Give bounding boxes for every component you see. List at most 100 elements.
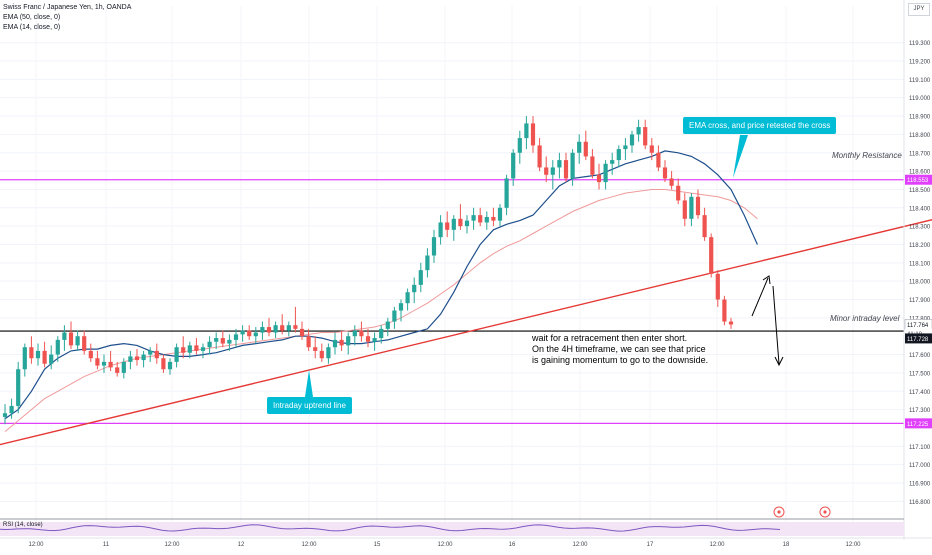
candle: [491, 207, 496, 227]
y-tick-label: 119.200: [909, 60, 931, 66]
candle: [471, 207, 476, 230]
candle: [16, 361, 21, 414]
time-axis[interactable]: 12:00 11 12:00 12 12:00 15 12:00 16 12:00 17 12:00…: [0, 537, 932, 548]
candle: [596, 163, 602, 190]
note-line-2: On the 4H timeframe, we can see that pri…: [532, 344, 706, 354]
candle-body: [544, 167, 549, 175]
support-price-tag: 117.225: [905, 418, 932, 429]
candle: [656, 145, 661, 172]
candle: [227, 334, 232, 351]
candle-body: [55, 339, 60, 355]
y-tick-label: 117.500: [909, 371, 931, 377]
candle-body: [464, 220, 470, 227]
candle: [55, 336, 60, 362]
x-tick-label: 12:00: [437, 542, 453, 548]
candle: [95, 350, 100, 370]
legend-ema14: EMA (14, close, 0): [3, 24, 61, 31]
candle: [174, 343, 179, 368]
candle: [425, 248, 430, 278]
x-tick-label: 12: [238, 542, 245, 548]
candle-body: [134, 356, 140, 361]
candle: [709, 233, 714, 278]
candle-body: [524, 123, 529, 139]
candle-body: [75, 336, 80, 346]
y-tick-label: 118.700: [909, 151, 931, 157]
candle-body: [101, 361, 107, 366]
uptrend-line: [0, 219, 932, 446]
price-tag-bg: [905, 333, 932, 344]
x-tick-label: 11: [103, 542, 110, 548]
candle: [715, 270, 720, 307]
candle: [689, 193, 694, 227]
up-arrow-head: [762, 275, 771, 285]
price-tag-bg: [905, 174, 932, 185]
candle: [286, 321, 291, 337]
candle: [392, 306, 397, 329]
last-price-tag: 117.764: [904, 319, 932, 330]
currency-label[interactable]: JPY: [908, 3, 930, 16]
candle-body: [662, 167, 668, 179]
candle: [207, 336, 212, 355]
candle: [557, 152, 562, 179]
candle-body: [530, 123, 536, 146]
candle: [49, 345, 54, 370]
candle-body: [656, 152, 661, 168]
candle-body: [365, 336, 371, 342]
candle-body: [299, 328, 305, 337]
x-tick-label: 12:00: [845, 542, 861, 548]
candle-body: [42, 350, 47, 364]
y-tick-label: 118.600: [909, 170, 931, 176]
candle: [484, 211, 489, 230]
candle: [62, 325, 67, 351]
candle-body: [115, 367, 120, 373]
candle-body: [616, 149, 621, 161]
candle-body: [722, 299, 727, 322]
candle: [676, 178, 681, 205]
candle: [438, 215, 443, 245]
minor-intraday-label: Minor intraday level: [830, 314, 900, 323]
candle-body: [537, 145, 542, 168]
candle-body: [332, 339, 338, 348]
y-tick-label: 118.400: [909, 206, 931, 212]
candle-body: [682, 200, 687, 219]
candles-layer: [2, 116, 734, 425]
candle: [326, 343, 331, 364]
candle: [332, 332, 338, 355]
candle-body: [141, 354, 146, 361]
trendline-layer: [0, 219, 932, 446]
candle-body: [49, 354, 54, 364]
x-tick-label: 15: [374, 542, 381, 548]
candle-body: [577, 141, 582, 153]
candle: [108, 350, 113, 372]
horizontal-levels: [0, 179, 904, 424]
candle-body: [709, 237, 714, 274]
candle: [379, 325, 384, 344]
candle: [339, 330, 344, 351]
rsi-pane: [0, 518, 904, 536]
candle: [412, 277, 417, 304]
candle: [464, 215, 470, 234]
candle: [280, 314, 285, 335]
candle-body: [418, 270, 423, 285]
event-marker-icon: [819, 506, 831, 518]
candle: [530, 116, 536, 153]
y-tick-label: 117.600: [909, 353, 931, 359]
candle-body: [346, 336, 351, 346]
candle: [365, 328, 371, 348]
candle-body: [550, 167, 555, 175]
candle: [141, 350, 146, 368]
candle: [194, 338, 199, 355]
y-tick-label: 117.400: [909, 390, 931, 396]
event-marker-icon: [773, 506, 785, 518]
y-tick-label: 119.100: [909, 78, 931, 84]
candle-body: [563, 160, 569, 179]
candle-body: [623, 145, 628, 150]
candle: [313, 336, 318, 359]
candle: [445, 211, 450, 238]
candle-body: [425, 255, 430, 271]
candle: [148, 347, 153, 362]
price-axis[interactable]: 119.300 119.200 119.100 119.000 118.900 118.8…: [903, 0, 932, 540]
candle: [728, 317, 734, 329]
candle: [161, 354, 166, 373]
